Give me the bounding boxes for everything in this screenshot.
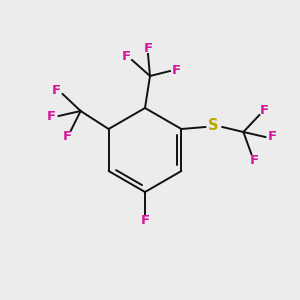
Text: S: S <box>208 118 219 133</box>
Text: F: F <box>260 104 269 118</box>
Text: F: F <box>140 214 150 226</box>
Text: F: F <box>47 110 56 122</box>
Text: F: F <box>52 83 61 97</box>
Text: F: F <box>268 130 277 143</box>
Text: F: F <box>63 130 72 143</box>
Text: F: F <box>122 50 130 62</box>
Text: F: F <box>171 64 181 76</box>
Text: F: F <box>250 154 259 166</box>
Text: F: F <box>143 43 153 56</box>
